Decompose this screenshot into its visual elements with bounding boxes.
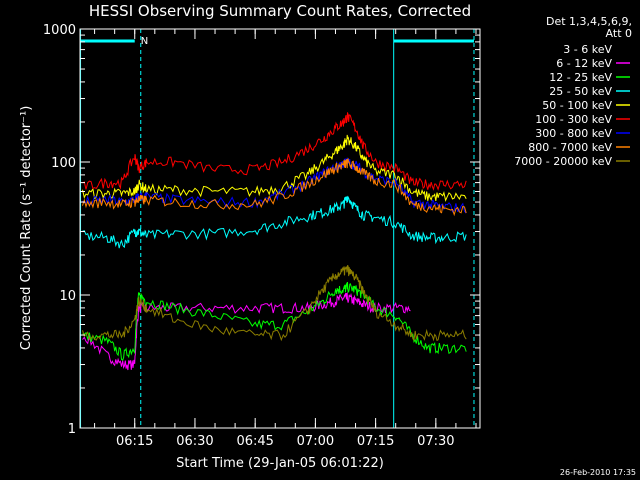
y-tick-label: 10 (59, 289, 76, 304)
x-axis-label: Start Time (29-Jan-05 06:01:22) (176, 456, 384, 471)
x-tick-label: 07:30 (417, 434, 454, 449)
x-tick-label: 07:15 (357, 434, 394, 449)
legend-label: 800 - 7000 keV (528, 141, 612, 154)
legend-label: 6 - 12 keV (556, 57, 612, 70)
axes: 1 10 100 1000 06:15 06:30 06:45 07:00 07:15 07:30 (43, 23, 481, 449)
y-axis-label: Corrected Count Rate (s⁻¹ detector⁻¹) (19, 106, 34, 351)
x-tick-label: 06:15 (116, 434, 153, 449)
series-line (82, 292, 411, 371)
x-tick-label: 06:45 (236, 434, 273, 449)
series-line (82, 157, 467, 217)
chart-title: HESSI Observing Summary Count Rates, Cor… (89, 2, 471, 20)
legend-label: 3 - 6 keV (563, 43, 612, 56)
legend-header: Att 0 (606, 27, 632, 40)
series-line (82, 264, 467, 342)
legend-header: Det 1,3,4,5,6,9, (546, 15, 632, 28)
y-tick-label: 1000 (43, 23, 76, 38)
series-line (82, 134, 467, 202)
plot-timestamp: 26-Feb-2010 17:35 (560, 468, 636, 477)
series-line (82, 195, 467, 249)
legend-label: 300 - 800 keV (535, 127, 612, 140)
y-tick-label: 1 (68, 422, 76, 437)
legend-label: 25 - 50 keV (549, 85, 612, 98)
series-line (322, 343, 376, 423)
legend-label: 50 - 100 keV (542, 99, 612, 112)
annotation-label: N (141, 36, 148, 47)
x-tick-label: 06:30 (176, 434, 213, 449)
x-tick-label: 07:00 (297, 434, 334, 449)
plot-area: N (80, 29, 475, 428)
legend-label: 100 - 300 keV (535, 113, 612, 126)
legend-label: 12 - 25 keV (549, 71, 612, 84)
y-tick-label: 100 (51, 156, 76, 171)
plot-frame (79, 28, 481, 429)
legend-label: 7000 - 20000 keV (514, 155, 612, 168)
series-line (82, 112, 467, 191)
